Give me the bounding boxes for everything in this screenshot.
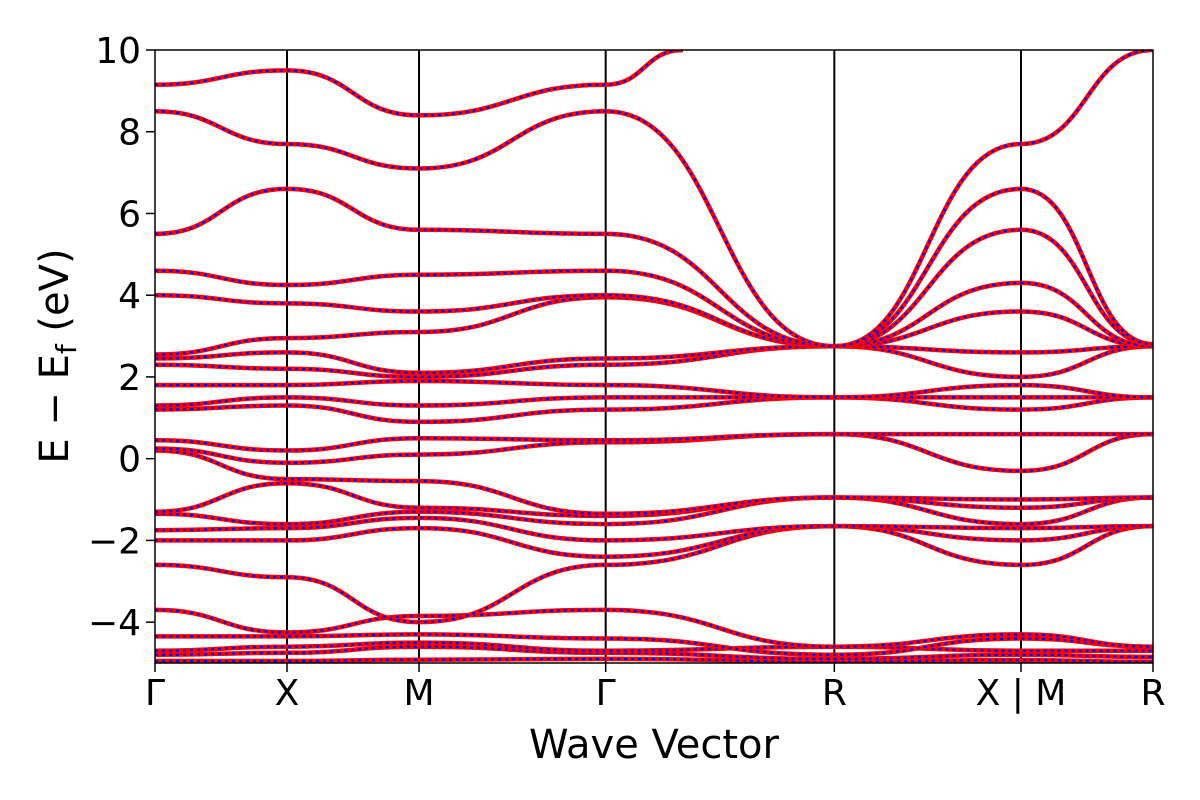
- band-line-dashed: [155, 281, 1153, 348]
- band-line-dashed: [155, 228, 1153, 348]
- band-line-dashed: [155, 379, 1153, 399]
- y-tick-label: 10: [95, 31, 141, 72]
- y-tick-label: 6: [118, 194, 141, 235]
- x-tick-label: Γ: [596, 673, 616, 714]
- y-tick-label: 0: [118, 440, 141, 481]
- y-axis-label-main: E − E: [32, 354, 78, 464]
- band-line-solid: [155, 344, 1153, 380]
- y-tick-label: −2: [88, 521, 141, 562]
- band-line-dashed: [155, 187, 1153, 348]
- band-line-dashed: [155, 50, 1153, 348]
- y-tick-label: 4: [118, 276, 141, 317]
- y-tick-label: 8: [118, 113, 141, 154]
- band-line-dashed: [155, 396, 1153, 407]
- band-line-dashed: [155, 432, 1153, 473]
- y-tick-label: 2: [118, 358, 141, 399]
- band-lines: [155, 50, 1153, 663]
- band-line-dashed: [155, 524, 1153, 624]
- y-axis-label: E − Ef (eV): [32, 248, 83, 463]
- band-line-solid: [155, 495, 1153, 527]
- x-tick-label: M: [403, 673, 434, 714]
- band-line-dashed: [155, 396, 1153, 424]
- x-tick-label: X: [275, 673, 300, 714]
- band-line-dashed: [155, 50, 684, 117]
- band-line-dashed: [155, 524, 1153, 558]
- x-axis-ticks: Γ X M Γ R X | M R: [145, 663, 1166, 714]
- band-line-solid: [155, 632, 1153, 658]
- band-line-dashed: [155, 345, 1153, 374]
- x-tick-label: Γ: [145, 673, 165, 714]
- band-line-dashed: [155, 516, 1153, 542]
- band-line-dashed: [155, 449, 1153, 515]
- band-line-dashed: [155, 641, 1153, 652]
- x-tick-label: X | M: [976, 673, 1067, 714]
- band-line-dashed: [155, 432, 1153, 452]
- y-tick-label: −4: [88, 603, 141, 644]
- y-axis-ticks: −4 −2 0 2 4 6 8 10: [88, 31, 155, 644]
- x-tick-label: R: [822, 673, 847, 714]
- y-axis-label-unit: (eV): [32, 248, 78, 344]
- x-axis-label: Wave Vector: [529, 722, 780, 768]
- x-tick-label: R: [1140, 673, 1165, 714]
- band-line-solid: [155, 607, 1153, 649]
- plot-frame: [154, 49, 1154, 664]
- band-line-dashed: [155, 657, 1153, 663]
- y-axis-label-subscript: f: [50, 343, 83, 354]
